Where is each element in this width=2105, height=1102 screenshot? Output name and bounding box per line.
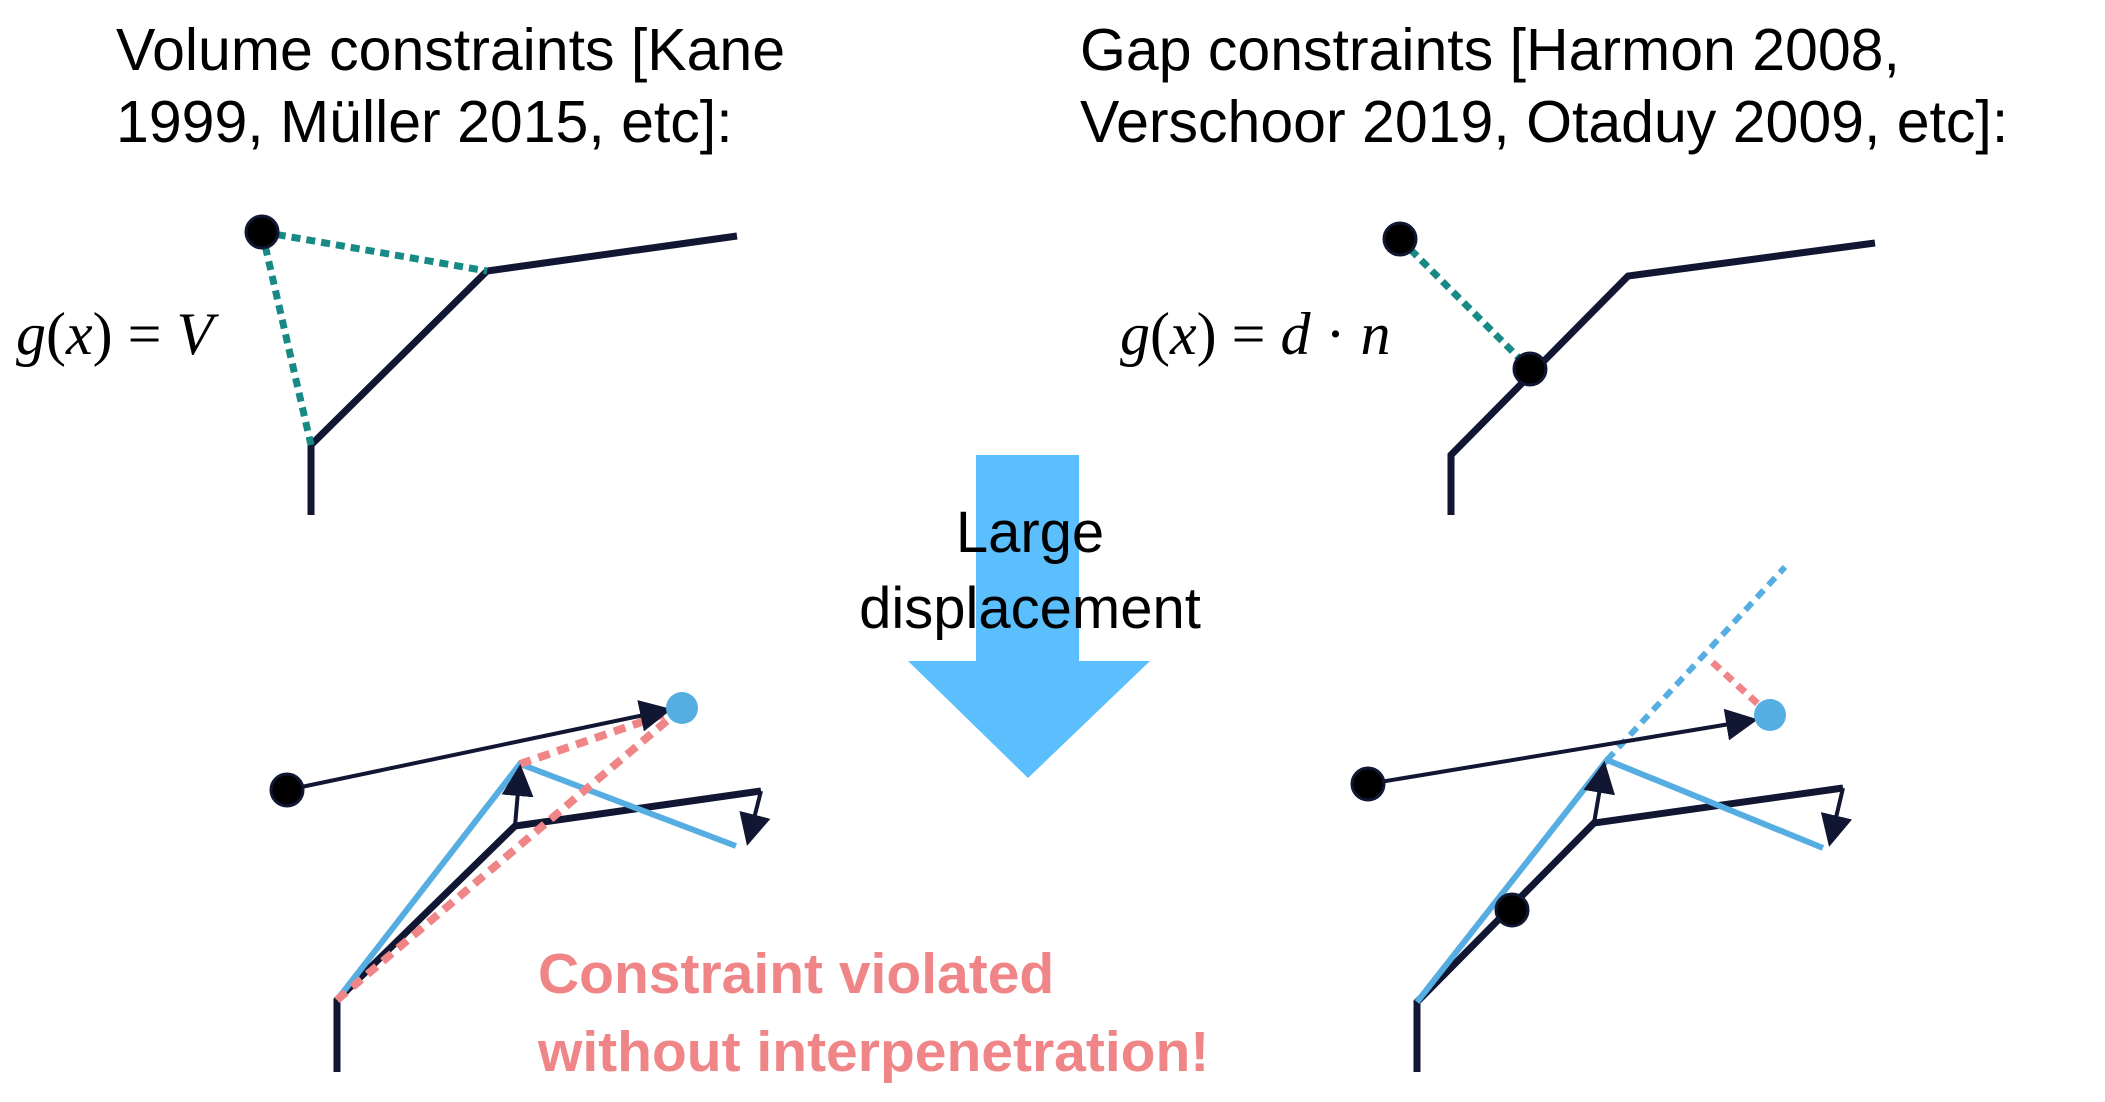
displaced-vertex-point (666, 692, 698, 724)
volume-equation: g(x) = V (16, 301, 214, 367)
closest-point (1494, 892, 1530, 928)
displacement-vector (1820, 787, 1853, 847)
displacement-vector (286, 700, 672, 792)
volume-constraint-edge (261, 228, 488, 275)
heading-line: 1999, Müller 2015, etc]: (116, 89, 733, 155)
volume-constraint-edge (258, 231, 315, 446)
displacement-vector (1367, 708, 1758, 786)
transition-label-line2: displacement (859, 576, 1201, 641)
displacement-vector (739, 790, 771, 846)
violated-gap-edge (1707, 657, 1773, 718)
equation-argument: x (65, 301, 93, 367)
volume-constraint-after (269, 692, 771, 1072)
displacement-vector (1583, 761, 1616, 824)
transition-label-line1: Large (955, 500, 1105, 565)
warning-line1: Constraint violated (538, 942, 1055, 1006)
equation-argument: x (1169, 301, 1197, 367)
closest-point (1512, 351, 1548, 387)
equation-dot: · (1325, 301, 1346, 367)
vertex-point (1350, 766, 1386, 802)
gap-constraint-after (1350, 564, 1853, 1072)
heading-line: Volume constraints [Kane (116, 17, 786, 83)
equation-rhs-n: n (1360, 301, 1391, 367)
vertex-point (269, 772, 305, 808)
surface-polyline (1447, 239, 1876, 515)
displacement-vector (501, 764, 534, 827)
equation-rhs: V (176, 301, 214, 367)
gap-constraints-heading: Gap constraints [Harmon 2008, Verschoor … (1080, 14, 2008, 158)
volume-constraints-heading: Volume constraints [Kane 1999, Müller 20… (116, 14, 785, 158)
gap-constraint-edge (1397, 236, 1533, 372)
equation-function: g (16, 301, 46, 367)
vertex-point (1382, 221, 1418, 257)
surface-polyline (307, 232, 738, 515)
heading-line: Verschoor 2019, Otaduy 2009, etc]: (1080, 89, 2009, 155)
warning-line2: without interpenetration! (538, 1020, 1210, 1084)
gap-equation: g(x) = d · n (1120, 301, 1391, 367)
displaced-vertex-point (1754, 699, 1786, 731)
vertex-point (244, 214, 280, 250)
equation-rhs-d: d (1280, 301, 1311, 367)
surface-extension (1604, 564, 1788, 763)
large-displacement-arrow (908, 455, 1150, 778)
violated-constraint-edge (334, 704, 685, 1004)
volume-constraint-before (244, 214, 738, 515)
equation-function: g (1120, 301, 1150, 367)
heading-line: Gap constraints [Harmon 2008, (1080, 17, 1900, 83)
gap-constraint-before (1382, 221, 1876, 515)
